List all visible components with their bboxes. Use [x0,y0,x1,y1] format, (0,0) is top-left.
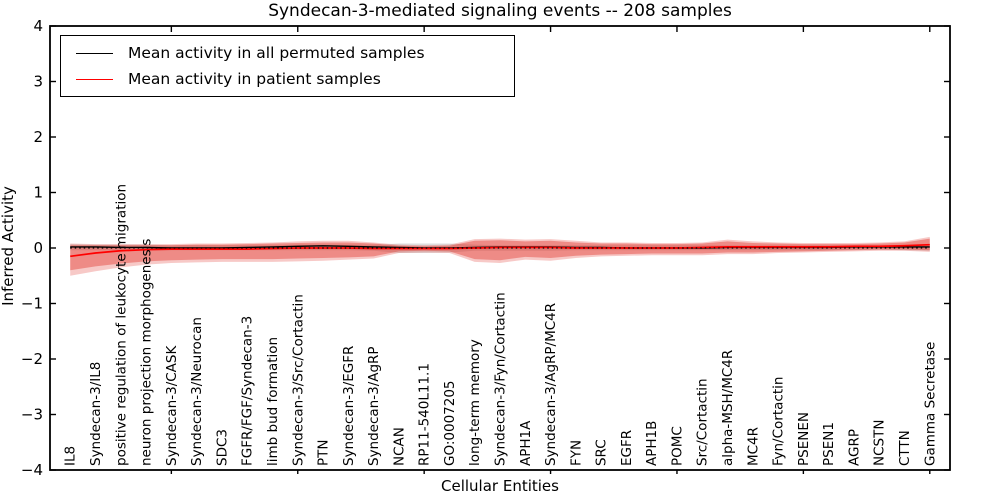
series-line-patient [70,243,930,258]
category-label: APH1A [518,420,534,466]
permuted-line-swatch [76,52,113,54]
category-label: Syndecan-3/EGFR [341,346,357,466]
category-label: PSENEN [796,412,812,466]
y-tick-label: 3 [33,73,43,91]
category-label: POMC [669,426,685,466]
category-label: Syndecan-3/Src/Cortactin [290,294,306,466]
category-label: NCAN [391,427,407,466]
category-label: Src/Cortactin [695,378,711,466]
category-label: Fyn/Cortactin [771,377,787,466]
x-axis-label: Cellular Entities [441,477,559,495]
category-label: NCSTN [872,420,888,466]
category-label: Syndecan-3/AgRP/MC4R [543,303,559,466]
category-label: PTN [316,440,332,467]
legend-label-permuted: Mean activity in all permuted samples [128,44,425,62]
category-label: neuron projection morphogenesis [139,239,155,466]
category-label: long-term memory [467,339,483,466]
category-label: EGFR [619,430,635,466]
category-label: MC4R [745,427,761,466]
category-label: Gamma Secretase [922,342,938,466]
category-label: Syndecan-3/Fyn/Cortactin [493,292,509,466]
category-label: GO:0007205 [442,380,458,466]
category-label: APH1B [644,421,660,466]
category-label: PSEN1 [821,422,837,466]
y-tick-label: −3 [21,406,43,424]
y-tick-label: −1 [21,295,43,313]
category-label: IL8 [63,446,79,466]
patient-line-swatch [76,78,113,80]
category-label: alpha-MSH/MC4R [720,350,736,466]
category-label: Syndecan-3/CASK [164,345,180,466]
category-label: CTTN [897,430,913,466]
category-label: positive regulation of leukocyte migrati… [113,184,129,466]
plot-frame [49,25,951,471]
y-tick-label: 1 [33,184,43,202]
category-label: Syndecan-3/IL8 [88,362,104,466]
legend-item-permuted: Mean activity in all permuted samples [76,44,514,62]
category-label: SRC [594,439,610,466]
category-label: limb bud formation [265,337,281,466]
y-tick-label: 0 [33,239,43,257]
y-tick-label: 4 [33,17,43,35]
category-label: RP11-540L11.1 [417,363,433,466]
legend: Mean activity in all permuted samples Me… [60,35,515,97]
category-label: FYN [568,440,584,466]
category-label: Syndecan-3/Neurocan [189,317,205,466]
legend-item-patient: Mean activity in patient samples [76,70,514,88]
y-tick-label: −2 [21,350,43,368]
chart-title: Syndecan-3-mediated signaling events -- … [268,1,732,21]
category-label: SDC3 [214,429,230,466]
category-label: FGFR/FGF/Syndecan-3 [240,316,256,466]
y-tick-label: −4 [21,461,43,479]
category-label: AGRP [846,429,862,466]
y-tick-label: 2 [33,128,43,146]
category-label: Syndecan-3/AgRP [366,346,382,466]
legend-label-patient: Mean activity in patient samples [128,70,381,88]
